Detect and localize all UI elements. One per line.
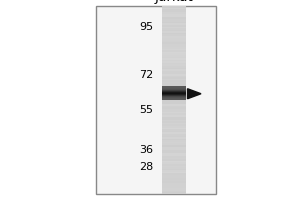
Text: 28: 28 — [139, 162, 153, 172]
Text: 95: 95 — [139, 22, 153, 32]
Bar — [96, 6, 216, 194]
Polygon shape — [188, 89, 201, 99]
Text: 72: 72 — [139, 70, 153, 80]
Text: 36: 36 — [139, 145, 153, 155]
Text: 55: 55 — [139, 105, 153, 115]
Text: Jurkat: Jurkat — [154, 0, 194, 4]
